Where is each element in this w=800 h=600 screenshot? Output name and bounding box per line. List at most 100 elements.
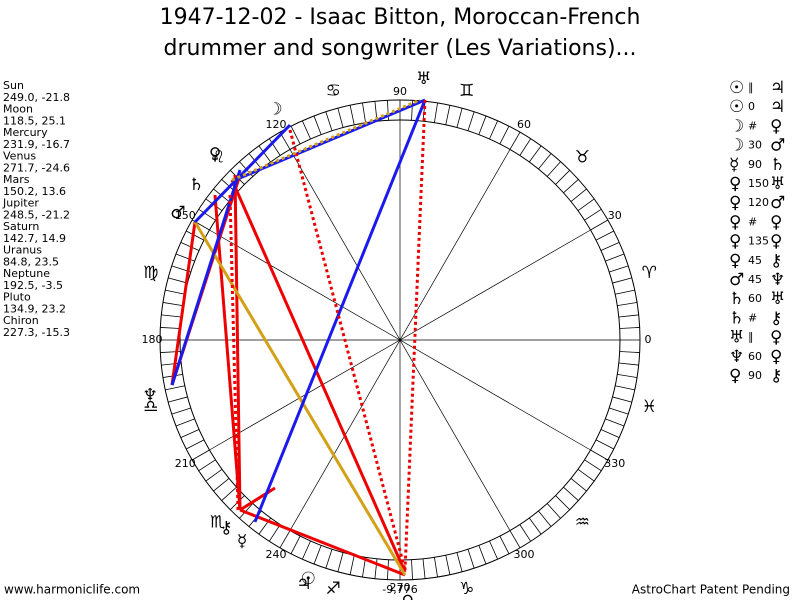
ring-tick	[445, 105, 451, 125]
aspect-line	[231, 98, 421, 182]
ring-tick	[162, 302, 183, 306]
aspect-line	[193, 123, 292, 224]
planet-glyph: ♆	[142, 385, 157, 405]
aspect-planet: ♄	[770, 155, 785, 175]
ring-tick	[595, 230, 615, 241]
degree-label: 90	[393, 85, 407, 98]
aspect-planet: ♆	[729, 347, 744, 367]
ring-tick	[617, 374, 638, 378]
ring-tick	[313, 545, 322, 565]
ring-tick	[478, 115, 487, 135]
aspect-type: 45	[748, 273, 762, 286]
aspect-planet: ♂	[729, 270, 744, 290]
sign-glyph: ♍	[143, 263, 158, 283]
aspect-type: #	[748, 311, 757, 324]
aspect-planet: ♂	[770, 193, 785, 213]
planet-glyph: ♃	[296, 574, 311, 594]
ring-tick	[411, 100, 413, 121]
ring-tick	[180, 429, 200, 438]
aspect-planet: ♀	[770, 232, 782, 252]
ring-tick	[528, 145, 542, 163]
sign-glyph: ♈	[642, 263, 657, 283]
degree-label: 240	[266, 548, 287, 561]
aspect-type: 135	[748, 235, 769, 248]
planet-name: Jupiter	[2, 197, 39, 210]
ring-tick	[290, 125, 301, 145]
aspect-type: 60	[748, 350, 762, 363]
planet-position: 249.0, -21.8	[3, 91, 70, 104]
sign-glyph: ♊	[459, 81, 474, 101]
aspect-planet: ♅	[729, 328, 744, 348]
degree-label: 270	[390, 581, 411, 594]
planet-glyph: ☉	[301, 569, 316, 589]
sign-glyph: ♏	[210, 512, 225, 532]
ring-tick	[337, 552, 344, 572]
planet-name: Pluto	[3, 291, 31, 304]
aspect-planet: ♅	[770, 289, 785, 309]
aspect-line	[233, 174, 242, 511]
ring-tick	[434, 102, 438, 123]
planet-position: 142.7, 14.9	[3, 232, 66, 245]
ring-tick	[434, 557, 438, 578]
planet-glyph: ☽	[267, 100, 282, 120]
ring-tick	[171, 407, 191, 415]
aspect-planet: ☿	[729, 155, 739, 175]
sign-glyph: ♎	[143, 397, 158, 417]
planet-glyph: ♅	[416, 69, 431, 89]
ring-tick	[546, 161, 561, 177]
sign-glyph: ♌	[210, 148, 225, 168]
ring-tick	[509, 530, 521, 549]
aspect-planet: ☉	[729, 78, 744, 98]
ring-tick	[268, 138, 281, 156]
aspect-planet: ♀	[770, 212, 782, 232]
planet-glyph: ♄	[189, 175, 204, 195]
ring-tick	[577, 468, 595, 482]
sign-glyph: ♋	[326, 81, 341, 101]
aspect-planet: ⚷	[770, 308, 782, 328]
ring-tick	[619, 327, 640, 329]
aspect-type: 120	[748, 196, 769, 209]
house-line	[209, 229, 591, 451]
ring-tick	[590, 219, 609, 231]
ring-tick	[612, 396, 632, 403]
aspect-planet: ♀	[729, 366, 741, 386]
aspect-line	[213, 194, 242, 511]
ring-tick	[258, 145, 272, 163]
ring-tick	[456, 108, 463, 128]
aspect-type: #	[748, 215, 757, 228]
ring-tick	[198, 459, 216, 472]
ring-tick	[519, 524, 532, 542]
aspect-planet: ♀	[729, 193, 741, 213]
degree-label: 180	[142, 333, 163, 346]
planet-position: 248.5, -21.2	[3, 209, 70, 222]
ring-tick	[168, 396, 188, 403]
ring-tick	[467, 549, 475, 569]
ring-tick	[478, 545, 487, 565]
ring-tick	[165, 385, 185, 391]
aspect-planet: ♃	[770, 78, 785, 98]
aspect-planet: ♆	[770, 270, 785, 290]
aspect-lines	[170, 98, 427, 577]
ring-tick	[563, 486, 579, 501]
degree-label: 330	[604, 457, 625, 470]
planet-glyph: ⚷	[220, 518, 232, 538]
aspect-type: 150	[748, 177, 769, 190]
ring-tick	[185, 230, 205, 241]
ring-tick	[205, 468, 223, 482]
aspect-type: 30	[748, 139, 762, 152]
ring-tick	[584, 208, 602, 221]
planet-position: 231.9, -16.7	[3, 138, 70, 151]
planet-name: Mercury	[3, 126, 48, 139]
aspect-planet: ♄	[729, 289, 744, 309]
aspect-planet: ♂	[770, 136, 785, 156]
ring-tick	[619, 351, 640, 353]
ring-tick	[570, 478, 587, 492]
ring-tick	[325, 111, 333, 131]
aspect-line	[170, 169, 242, 386]
footer-left: www.harmoniclife.com	[4, 583, 140, 597]
planet-position: 271.7, -24.6	[3, 162, 70, 175]
ring-tick	[538, 153, 552, 170]
sign-glyph: ♓	[642, 397, 657, 417]
ring-tick	[279, 530, 291, 549]
planet-glyph: ♀	[209, 144, 221, 164]
